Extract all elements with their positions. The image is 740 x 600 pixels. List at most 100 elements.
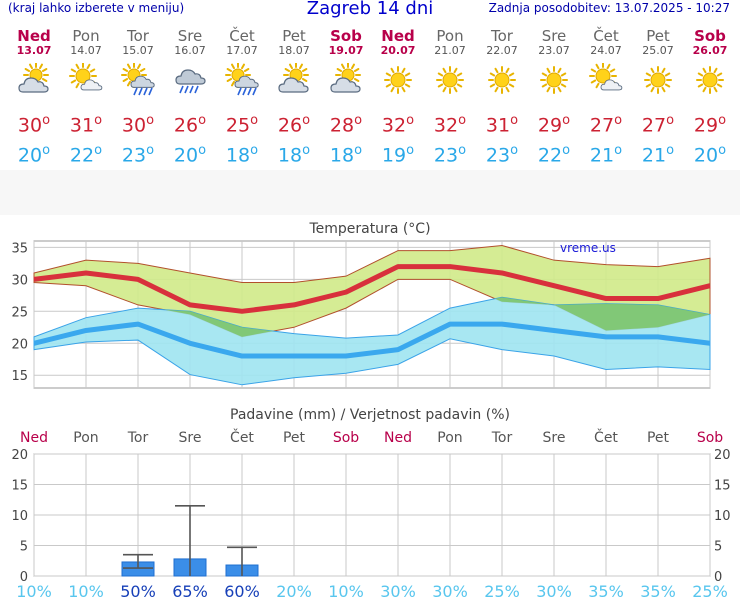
min-temp: 23o <box>485 143 519 167</box>
max-temp: 32o <box>381 113 415 137</box>
max-temp: 25o <box>225 113 259 137</box>
partly-cloudy-icon <box>330 62 361 93</box>
separator-band <box>0 170 740 215</box>
sun-icon <box>644 66 672 94</box>
max-temp: 27o <box>589 113 623 137</box>
day-date: 14.07 <box>70 44 102 57</box>
x-tick-label: Ned <box>20 430 48 446</box>
x-tick-label: Pon <box>437 430 462 446</box>
max-temp: 29o <box>693 113 727 137</box>
day-name: Ned <box>17 27 51 45</box>
sun-icon <box>436 66 464 94</box>
sun-icon <box>384 66 412 94</box>
day-column: Čet 24.07 27o 21o <box>580 28 632 168</box>
day-name: Sre <box>177 27 203 45</box>
day-name: Pet <box>282 27 306 45</box>
probability-label: 30% <box>380 582 416 600</box>
min-temp: 18o <box>225 143 259 167</box>
min-temp: 22o <box>537 143 571 167</box>
x-tick-label: Sob <box>333 430 359 446</box>
temperature-chart: Temperatura (°C) 15 20 25 30 35 vreme.us <box>11 221 711 389</box>
day-date: 18.07 <box>278 44 310 57</box>
day-column: Tor 15.07 30o 23o <box>112 28 164 168</box>
day-name: Ned <box>381 27 415 45</box>
day-name: Tor <box>491 27 513 45</box>
y-tick-label-right: 15 <box>714 479 731 494</box>
day-column: Čet 17.07 25o 18o <box>216 28 268 168</box>
probability-label: 30% <box>432 582 468 600</box>
probability-label: 25% <box>692 582 728 600</box>
max-temp: 29o <box>537 113 571 137</box>
max-temp: 26o <box>277 113 311 137</box>
max-temp: 28o <box>329 113 363 137</box>
day-date: 26.07 <box>692 44 728 57</box>
last-update: Zadnja posodobitev: 13.07.2025 - 10:27 <box>488 1 730 15</box>
probability-label: 25% <box>484 582 520 600</box>
min-temp: 21o <box>641 143 675 167</box>
max-temp: 30o <box>17 113 51 137</box>
probability-label: 35% <box>588 582 624 600</box>
probability-label: 60% <box>224 582 260 600</box>
day-name: Sre <box>541 27 567 45</box>
x-tick-label: Sre <box>179 430 202 446</box>
y-tick-label-right: 20 <box>714 448 731 463</box>
day-date: 21.07 <box>434 44 466 57</box>
y-tick-label: 35 <box>11 241 28 256</box>
probability-label: 10% <box>16 582 52 600</box>
chart-title: Temperatura (°C) <box>308 221 430 237</box>
menu-hint: (kraj lahko izberete v meniju) <box>8 1 185 15</box>
page-header: (kraj lahko izberete v meniju) Zagreb 14… <box>0 0 740 22</box>
probability-label: 30% <box>536 582 572 600</box>
max-temp: 27o <box>641 113 675 137</box>
y-tick-label-left: 15 <box>11 479 28 494</box>
probability-label: 10% <box>68 582 104 600</box>
day-column: Pet 25.07 27o 21o <box>632 28 684 168</box>
y-tick-label-right: 5 <box>714 540 722 555</box>
day-name: Tor <box>127 27 149 45</box>
y-tick-label-left: 20 <box>11 448 28 463</box>
day-date: 16.07 <box>174 44 206 57</box>
min-temp: 20o <box>693 143 727 167</box>
probability-label: 50% <box>120 582 156 600</box>
x-tick-label: Sob <box>697 430 723 446</box>
x-tick-label: Pet <box>647 430 670 446</box>
day-name: Sob <box>330 27 362 45</box>
y-tick-label: 30 <box>11 273 28 288</box>
partly-cloudy-icon <box>18 62 49 93</box>
day-column: Sre 23.07 29o 22o <box>528 28 580 168</box>
day-date: 17.07 <box>226 44 258 57</box>
x-tick-label: Pon <box>73 430 98 446</box>
y-tick-label-left: 0 <box>20 570 28 585</box>
day-column: Ned 13.07 30o 20o <box>8 28 60 168</box>
max-temp-line <box>33 264 711 314</box>
day-column: Pon 14.07 31o 22o <box>60 28 112 168</box>
y-tick-label: 15 <box>11 369 28 384</box>
day-column: Sob 19.07 28o 18o <box>320 28 372 168</box>
min-temp: 23o <box>121 143 155 167</box>
x-tick-label: Tor <box>127 430 149 446</box>
sun-rain-icon <box>225 62 259 96</box>
day-date: 24.07 <box>590 44 622 57</box>
x-tick-label: Tor <box>491 430 513 446</box>
min-temp: 23o <box>433 143 467 167</box>
probability-label: 20% <box>276 582 312 600</box>
sun-cloud-icon <box>69 62 103 91</box>
sun-icon <box>696 66 724 94</box>
max-temp: 30o <box>121 113 155 137</box>
max-temp: 31o <box>69 113 103 137</box>
y-tick-label-right: 10 <box>714 509 731 524</box>
x-tick-label: Ned <box>384 430 412 446</box>
min-temp: 22o <box>69 143 103 167</box>
day-name: Pon <box>436 27 464 45</box>
day-column: Ned 20.07 32o 19o <box>372 28 424 168</box>
day-date: 25.07 <box>642 44 674 57</box>
day-name: Pon <box>72 27 100 45</box>
day-date: 15.07 <box>122 44 154 57</box>
day-date: 20.07 <box>380 44 416 57</box>
forecast-days: Ned 13.07 30o 20o Pon 14.07 31o 22o Tor 15.07 30o 2… <box>8 28 736 168</box>
min-temp: 18o <box>329 143 363 167</box>
day-name: Čet <box>593 27 619 45</box>
day-name: Čet <box>229 27 255 45</box>
day-date: 23.07 <box>538 44 570 57</box>
day-column: Sob 26.07 29o 20o <box>684 28 736 168</box>
